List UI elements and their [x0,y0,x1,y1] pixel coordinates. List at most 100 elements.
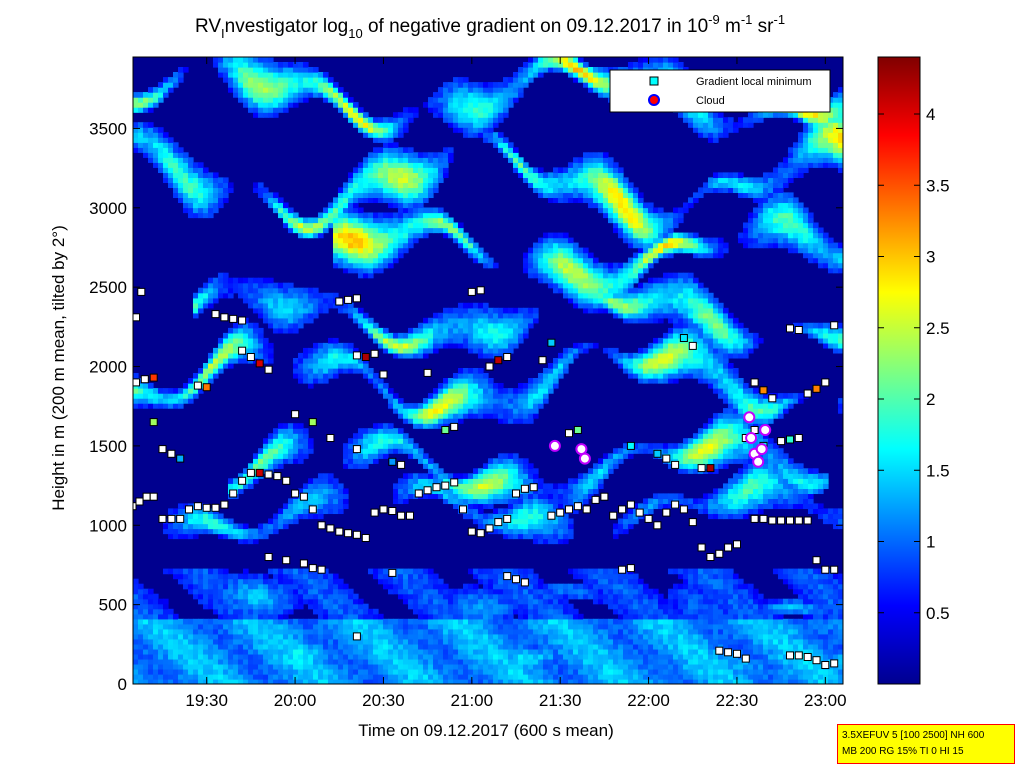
heat-cell [493,628,499,635]
heat-cell [273,618,279,625]
heat-cell [338,653,344,660]
heat-cell [398,207,404,214]
heat-cell [278,87,284,93]
heat-cell [228,327,234,334]
heat-cell [433,468,439,474]
heat-cell [133,613,139,620]
heat-cell [223,533,229,540]
heat-cell [513,618,519,625]
heat-cell [233,87,239,93]
heat-cell [263,448,269,454]
heat-cell [548,187,554,194]
heat-cell [328,588,334,595]
heat-cell [438,172,444,179]
heat-cell [398,478,404,484]
heat-cell [458,227,464,234]
heat-cell [418,638,424,645]
heat-cell [228,674,234,680]
heat-cell [373,192,379,199]
heat-cell [553,608,559,615]
heat-cell [448,403,454,409]
heat-cell [548,503,554,510]
heat-cell [228,573,234,580]
heat-cell [278,513,284,520]
heat-cell [498,117,504,123]
heat-cell [298,428,304,434]
heat-cell [213,523,219,530]
heat-cell [268,628,274,635]
heat-cell [503,508,509,515]
heat-cell [443,307,449,314]
heat-cell [193,388,199,394]
heat-cell [168,663,174,670]
heat-cell [363,162,369,168]
heat-cell [373,643,379,650]
heat-cell [258,573,264,580]
heat-cell [308,513,314,520]
heat-cell [498,342,504,349]
heat-cell [268,77,274,83]
heat-cell [408,583,414,590]
heat-cell [398,498,404,505]
plot-area [132,56,844,685]
heat-cell [293,643,299,650]
heat-cell [138,122,144,128]
heat-cell [523,177,529,184]
heat-cell [533,257,539,264]
heat-cell [313,618,319,625]
heat-cell [418,593,424,600]
heat-cell [553,648,559,655]
heat-cell [348,102,354,108]
heat-cell [383,237,389,244]
heat-cell [353,207,359,214]
heat-cell [193,618,199,625]
heat-cell [558,488,564,495]
heat-cell [458,498,464,505]
heat-cell [488,498,494,505]
heat-cell [143,653,149,660]
heat-cell [248,87,254,93]
heat-cell [313,493,319,500]
heat-cell [553,483,559,490]
heat-cell [268,603,274,610]
heat-cell [493,327,499,334]
heat-cell [393,242,399,249]
heat-cell [328,363,334,369]
heat-cell [443,342,449,349]
heat-cell [253,663,259,670]
heat-cell [453,337,459,344]
heat-cell [488,342,494,349]
heat-cell [168,137,174,143]
heat-cell [253,593,259,600]
heat-cell [233,573,239,580]
heat-cell [513,528,519,535]
heat-cell [338,257,344,264]
heat-cell [343,247,349,254]
heat-cell [478,307,484,314]
heat-cell [368,322,374,329]
heat-cell [263,533,269,540]
heat-cell [563,669,569,675]
heat-cell [188,518,194,525]
heat-cell [533,478,539,484]
heat-cell [263,307,269,314]
heat-cell [368,162,374,168]
heat-cell [393,162,399,168]
heat-cell [528,317,534,324]
heat-cell [233,598,239,605]
heat-cell [498,352,504,359]
heat-cell [398,152,404,158]
heat-cell [528,533,534,540]
heat-cell [518,674,524,680]
heat-cell [518,473,524,479]
heat-cell [473,342,479,349]
heat-cell [308,448,314,454]
heat-cell [173,77,179,83]
heat-cell [538,578,544,585]
heat-cell [308,317,314,324]
heat-cell [433,222,439,229]
heat-cell [538,674,544,680]
heat-cell [383,674,389,680]
heat-cell [133,603,139,610]
heat-cell [473,97,479,103]
